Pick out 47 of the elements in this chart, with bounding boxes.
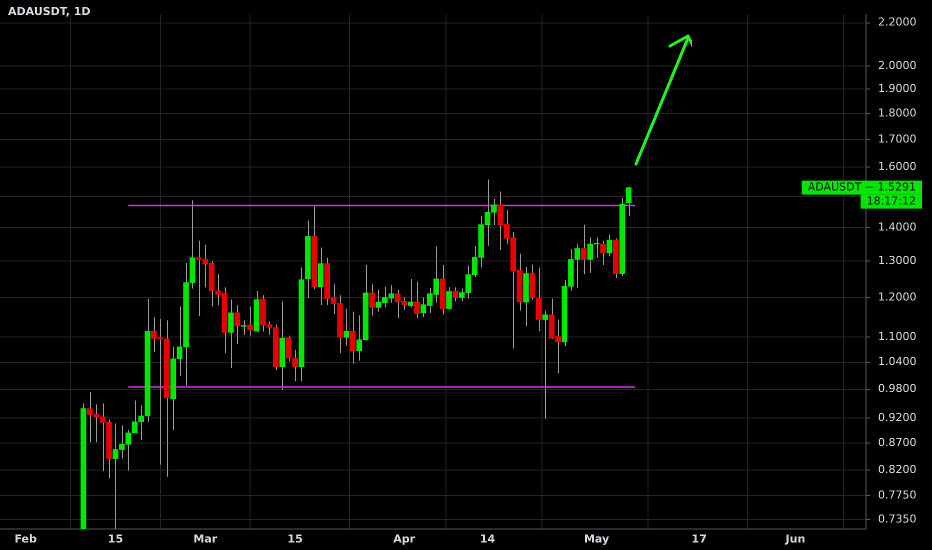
- x-tick-label: 14: [480, 532, 496, 546]
- candlestick: [600, 240, 606, 266]
- text: 18:17:12: [866, 194, 916, 208]
- y-tick-label: 1.8000: [878, 106, 916, 120]
- y-tick-label: 1.9000: [878, 82, 916, 96]
- y-tick-label: 0.9200: [878, 410, 916, 424]
- candlestick: [414, 281, 420, 318]
- x-tick-label: Apr: [393, 532, 416, 546]
- candlestick: [228, 298, 234, 369]
- y-tick-label: 1.6000: [878, 160, 916, 173]
- y-tick-label: 1.2000: [878, 290, 916, 304]
- x-tick-label: Mar: [193, 532, 218, 546]
- candlestick: [344, 308, 350, 346]
- y-tick-label: 0.9800: [878, 382, 916, 396]
- x-tick-label: 15: [108, 532, 124, 546]
- y-tick-label: 1.7000: [878, 132, 916, 146]
- y-tick-label: 2.2000: [878, 16, 916, 29]
- candlestick: [240, 320, 247, 336]
- candlestick: [446, 286, 452, 310]
- y-tick-label: 0.8200: [878, 462, 916, 476]
- candlestick: [542, 310, 548, 420]
- candlestick: [408, 278, 414, 308]
- candlestick: [247, 306, 254, 336]
- candlestick: [536, 267, 542, 332]
- candlestick: [580, 224, 587, 275]
- candlestick: [318, 246, 324, 306]
- candlestick: [234, 304, 240, 344]
- y-tick-label: 0.8700: [878, 436, 916, 450]
- x-tick-label: May: [584, 532, 610, 546]
- chart-title: ADAUSDT, 1D: [8, 5, 91, 18]
- candlestick: [350, 311, 356, 364]
- y-tick-label: 1.0400: [878, 355, 916, 368]
- y-tick-label: 1.4000: [878, 220, 916, 234]
- y-tick-label: 0.7750: [878, 488, 916, 502]
- y-tick-label: 1.3000: [878, 254, 916, 268]
- candlestick: [606, 234, 612, 257]
- x-tick-label: 17: [692, 532, 707, 546]
- x-tick-label: 15: [287, 532, 303, 546]
- candlestick: [369, 284, 375, 316]
- y-tick-label: 0.7350: [878, 512, 916, 526]
- annotation: ADAUSDT − 1.5291: [808, 180, 916, 194]
- x-tick-label: Jun: [784, 532, 806, 546]
- candlestick: [452, 286, 458, 302]
- x-tick-label: Feb: [14, 532, 37, 546]
- candlestick: [626, 186, 632, 216]
- y-tick-label: 1.1000: [878, 330, 916, 343]
- y-tick-label: 2.0000: [878, 58, 916, 72]
